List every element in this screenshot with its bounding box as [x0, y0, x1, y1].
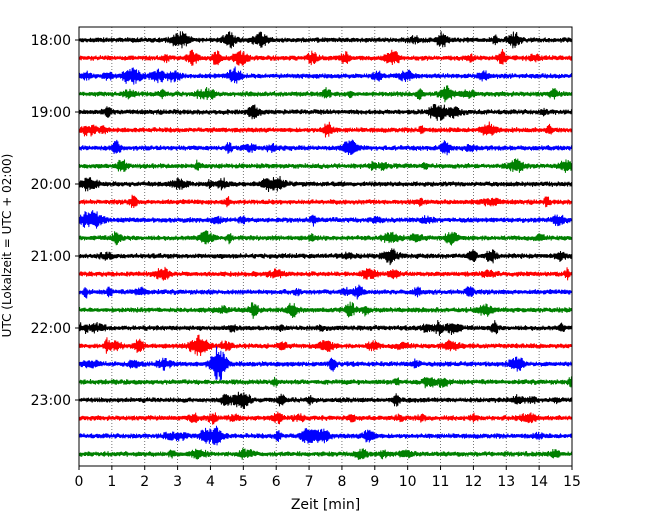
- x-tick-label-12: 12: [464, 474, 482, 490]
- x-tick-label-0: 0: [75, 474, 84, 490]
- trace-2345: [78, 447, 573, 460]
- trace-2130: [78, 284, 573, 300]
- y-tick-label-2000: 20:00: [31, 177, 71, 193]
- x-tick-label-8: 8: [337, 474, 346, 490]
- trace-2145: [78, 301, 573, 319]
- trace-2115: [78, 266, 573, 281]
- x-tick-label-2: 2: [140, 474, 149, 490]
- y-tick-label-2300: 23:00: [31, 393, 71, 409]
- trace-2315: [78, 411, 573, 425]
- x-tick-label-11: 11: [432, 474, 450, 490]
- trace-2200: [78, 319, 573, 336]
- x-tick-label-6: 6: [272, 474, 281, 490]
- plot-frame: [78, 26, 573, 467]
- trace-1845: [78, 85, 573, 103]
- y-tick-label-1900: 19:00: [31, 105, 71, 121]
- trace-group: [78, 31, 573, 460]
- y-axis-label: UTC (Lokalzeit = UTC + 02:00): [0, 154, 14, 338]
- x-tick-label-3: 3: [173, 474, 182, 490]
- trace-2245: [78, 376, 573, 389]
- x-tick-label-15: 15: [563, 474, 581, 490]
- trace-1815: [78, 48, 573, 66]
- x-axis: 0 1 2 3 4 5 6 7 8 9 10 11 12 13 14 15: [75, 466, 581, 490]
- x-axis-label: Zeit [min]: [291, 497, 360, 513]
- x-tick-label-13: 13: [497, 474, 515, 490]
- trace-2230: [78, 346, 573, 382]
- y-tick-label-2200: 22:00: [31, 321, 71, 337]
- trace-2300: [78, 391, 573, 410]
- trace-2100: [78, 248, 573, 266]
- trace-1900: [78, 104, 573, 121]
- x-tick-label-7: 7: [305, 474, 314, 490]
- trace-1915: [78, 121, 573, 138]
- x-tick-label-1: 1: [107, 474, 116, 490]
- trace-2030: [78, 210, 573, 229]
- x-tick-label-5: 5: [239, 474, 248, 490]
- x-tick-label-14: 14: [530, 474, 548, 490]
- trace-2215: [78, 334, 573, 357]
- trace-1830: [78, 66, 573, 85]
- trace-1945: [78, 158, 573, 173]
- trace-2015: [78, 194, 573, 209]
- grid-lines: [111, 27, 540, 466]
- y-tick-label-2100: 21:00: [31, 249, 71, 265]
- x-tick-label-9: 9: [370, 474, 379, 490]
- y-tick-label-1800: 18:00: [31, 33, 71, 49]
- y-axis: 18:00 19:00 20:00 21:00 22:00 23:00: [31, 33, 79, 409]
- trace-2330: [78, 425, 573, 446]
- x-tick-label-4: 4: [206, 474, 215, 490]
- trace-2000: [78, 175, 573, 192]
- x-tick-label-10: 10: [399, 474, 417, 490]
- trace-1800: [78, 31, 573, 49]
- trace-2045: [78, 230, 573, 246]
- trace-1930: [78, 139, 573, 156]
